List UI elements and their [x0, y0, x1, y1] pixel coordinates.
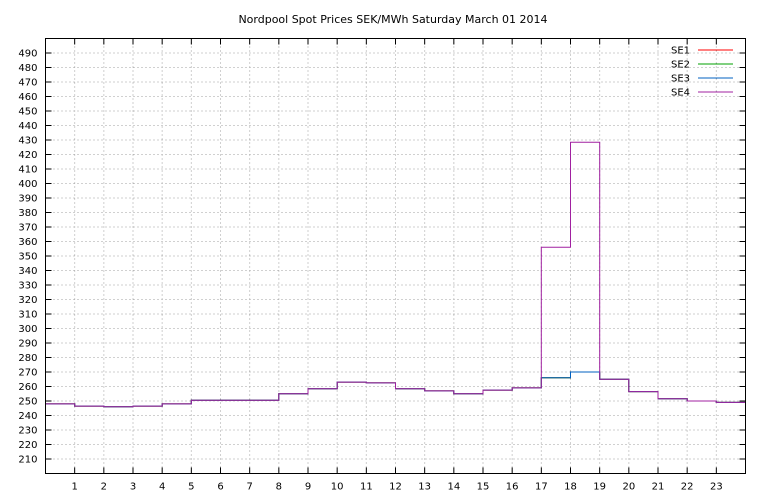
y-tick-label: 280 [18, 353, 37, 364]
y-tick-label: 250 [18, 397, 37, 408]
x-tick-label: 3 [130, 482, 136, 493]
y-tick-label: 350 [18, 252, 37, 263]
y-tick-label: 210 [18, 455, 37, 466]
y-tick-label: 230 [18, 426, 37, 437]
legend-label-se2: SE2 [671, 60, 690, 71]
legend: SE1 SE2 SE3 SE4 [671, 46, 733, 99]
x-tick-label: 15 [477, 482, 490, 493]
x-tick-label: 2 [101, 482, 107, 493]
x-tick-label: 21 [652, 482, 665, 493]
y-tick-label: 270 [18, 368, 37, 379]
x-tick-label: 20 [622, 482, 635, 493]
y-tick-label: 240 [18, 411, 37, 422]
plot-frame [45, 38, 746, 474]
y-tick-label: 260 [18, 382, 37, 393]
x-tick-label: 8 [276, 482, 282, 493]
series-lines [45, 141, 746, 408]
x-tick-label: 22 [681, 482, 694, 493]
y-tick-label: 430 [18, 136, 37, 147]
x-tick-label: 5 [188, 482, 194, 493]
x-tick-label: 10 [331, 482, 344, 493]
legend-label-se1: SE1 [671, 46, 690, 57]
y-tick-label: 440 [18, 121, 37, 132]
x-tick-label: 19 [593, 482, 606, 493]
series-line-se1 [45, 371, 746, 408]
y-tick-label: 460 [18, 92, 37, 103]
x-tick-label: 7 [246, 482, 252, 493]
x-tick-label: 18 [564, 482, 577, 493]
y-tick-label: 420 [18, 150, 37, 161]
y-tick-label: 490 [18, 49, 37, 60]
x-tick-label: 11 [360, 482, 373, 493]
y-tick-label: 320 [18, 295, 37, 306]
y-tick-label: 450 [18, 107, 37, 118]
legend-label-se3: SE3 [671, 74, 690, 85]
x-tick-label: 14 [447, 482, 460, 493]
y-tick-label: 400 [18, 179, 37, 190]
grid [45, 38, 746, 474]
series-line-se3 [45, 371, 746, 408]
x-tick-label: 13 [418, 482, 431, 493]
x-tick-label: 17 [535, 482, 548, 493]
x-tick-label: 4 [159, 482, 165, 493]
y-tick-label: 470 [18, 78, 37, 89]
y-tick-label: 480 [18, 63, 37, 74]
x-tick-label: 12 [389, 482, 402, 493]
y-tick-label: 300 [18, 324, 37, 335]
y-tick-label: 340 [18, 266, 37, 277]
y-tick-label: 360 [18, 237, 37, 248]
x-tick-label: 9 [305, 482, 311, 493]
y-tick-label: 390 [18, 194, 37, 205]
legend-label-se4: SE4 [671, 88, 690, 99]
y-tick-label: 220 [18, 440, 37, 451]
x-tick-label: 1 [71, 482, 77, 493]
y-tick-label: 310 [18, 310, 37, 321]
y-axis: 210 220 230 240 250 260 270 280 290 300 310 320 330 3… [18, 49, 746, 466]
x-axis: 1 2 3 4 5 6 7 8 9 10 11 12 13 14 15 16 17 18 19 20 21 22 23 [71, 38, 723, 493]
x-tick-label: 6 [217, 482, 223, 493]
series-line-se2 [45, 371, 746, 408]
y-tick-label: 370 [18, 223, 37, 234]
chart-title: Nordpool Spot Prices SEK/MWh Saturday Ma… [238, 13, 547, 26]
x-tick-label: 23 [710, 482, 723, 493]
series-line-se4 [45, 141, 746, 408]
y-tick-label: 290 [18, 339, 37, 350]
y-tick-label: 330 [18, 281, 37, 292]
x-tick-label: 16 [506, 482, 519, 493]
y-tick-label: 410 [18, 165, 37, 176]
y-tick-label: 380 [18, 208, 37, 219]
